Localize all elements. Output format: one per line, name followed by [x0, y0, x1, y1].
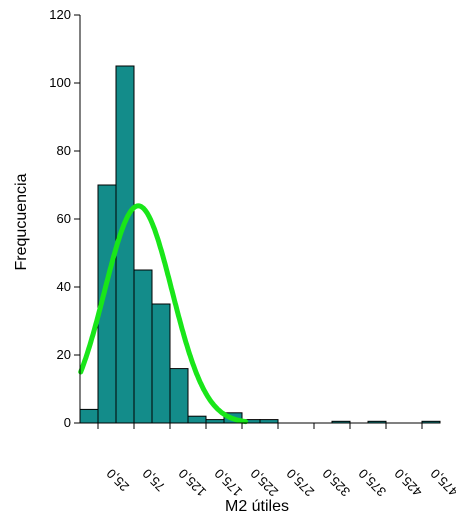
histogram-bar	[259, 419, 279, 424]
x-tick-label: 275,0	[284, 466, 318, 500]
y-tick-label: 100	[49, 75, 71, 90]
y-tick-label: 0	[64, 415, 71, 430]
x-ticks-group: 25,0 75,0 125,0 175,0 225,0 275,0 325,0 375,0 42…	[97, 423, 456, 500]
x-axis-title: M2 útiles	[225, 498, 289, 515]
x-tick-label: 75,0	[140, 466, 169, 495]
x-tick-label: 425,0	[392, 466, 426, 500]
normal-curve	[78, 203, 249, 425]
y-axis-title: Frequcuencia	[13, 173, 30, 270]
x-tick-label: 125,0	[176, 466, 210, 500]
x-tick-label: 475,0	[428, 466, 456, 500]
y-tick-label: 40	[57, 279, 71, 294]
x-tick-label: 25,0	[104, 466, 133, 495]
y-tick-label: 60	[57, 211, 71, 226]
histogram-bar	[133, 269, 153, 424]
y-tick-label: 80	[57, 143, 71, 158]
x-tick-label: 225,0	[248, 466, 282, 500]
y-ticks-group: 0 20 40 60 80 100 120	[49, 7, 80, 430]
histogram-bar	[205, 419, 225, 424]
y-tick-label: 20	[57, 347, 71, 362]
histogram-bar	[169, 368, 189, 424]
histogram-bar	[79, 408, 99, 424]
x-tick-label: 375,0	[356, 466, 390, 500]
x-tick-label: 325,0	[320, 466, 354, 500]
histogram-bar	[187, 415, 207, 424]
histogram-bar	[151, 303, 171, 424]
y-tick-label: 120	[49, 7, 71, 22]
x-tick-label: 175,0	[212, 466, 246, 500]
bars-group	[79, 65, 441, 424]
